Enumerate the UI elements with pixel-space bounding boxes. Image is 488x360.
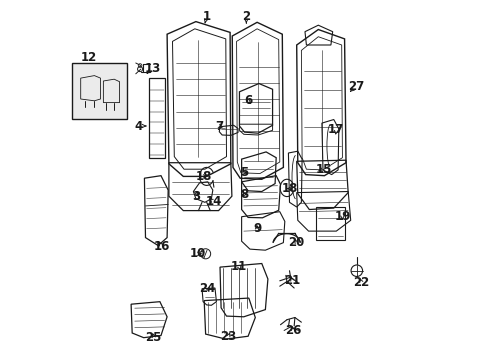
Text: 11: 11 xyxy=(230,260,247,273)
Text: 23: 23 xyxy=(220,330,236,343)
Text: 13: 13 xyxy=(144,62,161,75)
Text: 20: 20 xyxy=(288,237,304,249)
Text: 24: 24 xyxy=(199,282,216,294)
Text: 14: 14 xyxy=(205,195,222,208)
Text: 12: 12 xyxy=(81,51,97,64)
Text: 18: 18 xyxy=(282,182,298,195)
Text: 26: 26 xyxy=(285,324,301,337)
Text: 5: 5 xyxy=(240,166,248,179)
Text: 8: 8 xyxy=(240,188,248,201)
Text: 17: 17 xyxy=(327,123,344,136)
Text: 6: 6 xyxy=(244,94,252,107)
Text: 22: 22 xyxy=(353,276,369,289)
Text: 25: 25 xyxy=(145,331,162,344)
Text: 15: 15 xyxy=(315,163,331,176)
Text: 9: 9 xyxy=(252,222,261,235)
Text: 2: 2 xyxy=(242,10,250,23)
Text: 19: 19 xyxy=(334,210,350,222)
Text: 7: 7 xyxy=(215,120,223,132)
Text: 18: 18 xyxy=(196,170,212,183)
Text: 4: 4 xyxy=(134,120,142,132)
Text: 16: 16 xyxy=(153,240,169,253)
Text: 21: 21 xyxy=(284,274,300,287)
Text: 3: 3 xyxy=(191,190,200,203)
Text: 1: 1 xyxy=(202,10,210,23)
Text: 10: 10 xyxy=(189,247,205,260)
Text: 27: 27 xyxy=(347,80,364,93)
Bar xyxy=(72,63,127,119)
